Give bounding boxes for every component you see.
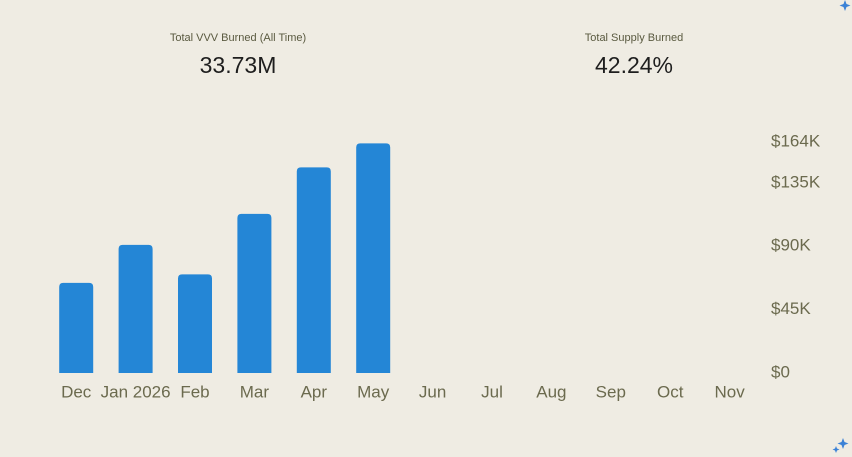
- y-tick-label: $164K: [771, 131, 821, 150]
- y-tick-label: $135K: [771, 172, 821, 191]
- stat-label: Total Supply Burned: [585, 32, 683, 44]
- x-tick-label: Mar: [240, 382, 270, 401]
- x-tick-label: Oct: [657, 382, 684, 401]
- stat-value: 33.73M: [200, 52, 277, 78]
- y-tick-label: $45K: [771, 299, 811, 318]
- x-tick-label: Jul: [481, 382, 503, 401]
- y-tick-label: $90K: [771, 236, 811, 255]
- x-tick-label: Apr: [301, 382, 328, 401]
- bar: [118, 244, 153, 373]
- x-tick-label: Aug: [536, 382, 566, 401]
- x-tick-label: Dec: [61, 382, 92, 401]
- stat-value: 42.24%: [595, 52, 673, 78]
- y-tick-label: $0: [771, 362, 790, 381]
- sparkle-icon: [832, 0, 851, 453]
- bar: [237, 213, 272, 373]
- stat-label: Total VVV Burned (All Time): [170, 32, 306, 44]
- x-tick-label: Nov: [714, 382, 745, 401]
- bar: [356, 143, 391, 373]
- x-tick-label: Jun: [419, 382, 446, 401]
- bar: [59, 282, 94, 373]
- x-tick-label: Jan 2026: [101, 382, 171, 401]
- bar: [296, 167, 331, 373]
- x-tick-label: Feb: [180, 382, 209, 401]
- x-tick-label: Sep: [596, 382, 626, 401]
- x-tick-label: May: [357, 382, 390, 401]
- bar: [178, 274, 212, 373]
